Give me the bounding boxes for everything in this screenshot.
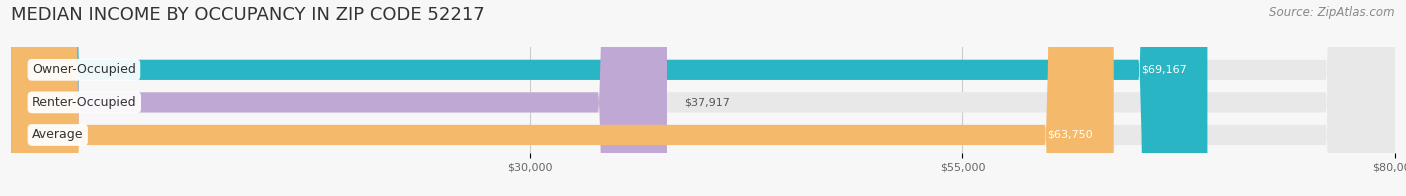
Text: MEDIAN INCOME BY OCCUPANCY IN ZIP CODE 52217: MEDIAN INCOME BY OCCUPANCY IN ZIP CODE 5…	[11, 6, 485, 24]
FancyBboxPatch shape	[11, 0, 1395, 196]
Text: $37,917: $37,917	[685, 97, 730, 107]
Text: Renter-Occupied: Renter-Occupied	[32, 96, 136, 109]
Text: Owner-Occupied: Owner-Occupied	[32, 63, 136, 76]
FancyBboxPatch shape	[11, 0, 666, 196]
Text: Average: Average	[32, 128, 83, 142]
Text: $69,167: $69,167	[1140, 65, 1187, 75]
FancyBboxPatch shape	[11, 0, 1208, 196]
Text: Source: ZipAtlas.com: Source: ZipAtlas.com	[1270, 6, 1395, 19]
FancyBboxPatch shape	[11, 0, 1395, 196]
FancyBboxPatch shape	[11, 0, 1395, 196]
FancyBboxPatch shape	[11, 0, 1114, 196]
Text: $63,750: $63,750	[1047, 130, 1092, 140]
